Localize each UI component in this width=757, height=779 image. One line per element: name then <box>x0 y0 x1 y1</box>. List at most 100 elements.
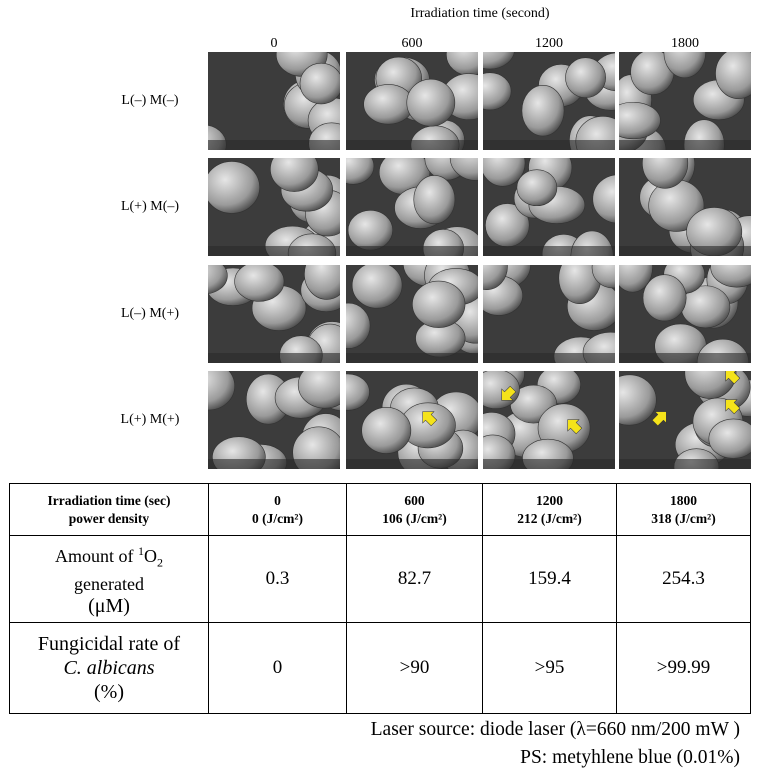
cell <box>565 57 606 98</box>
cell <box>351 265 403 309</box>
scale-bar-strip <box>619 353 751 363</box>
sem-image <box>619 265 751 363</box>
arrow <box>725 399 741 415</box>
arrow <box>567 419 583 435</box>
cell <box>292 426 340 469</box>
header-line: 0 <box>274 492 281 508</box>
header-line: 1800 <box>670 492 697 508</box>
value-cell: 159.4 <box>482 535 617 623</box>
scale-bar-strip <box>208 353 340 363</box>
row-label: L(+) M(+) <box>120 412 180 427</box>
cell <box>208 371 235 411</box>
label-species: C. albicans <box>63 657 155 679</box>
sem-image <box>483 52 615 150</box>
cell <box>412 280 466 328</box>
cell <box>619 101 661 140</box>
header-line: 0 (J/cm²) <box>252 510 303 526</box>
row-label: L(–) M(–) <box>121 93 179 108</box>
cell <box>346 158 375 185</box>
arrow <box>422 411 438 427</box>
table-row: Amount of 1O2 generated (μM) 0.3 82.7 15… <box>9 535 751 623</box>
column-label: 1800 <box>671 36 699 51</box>
scale-bar-strip <box>483 459 615 469</box>
label-text: Fungicidal rate of <box>37 633 181 655</box>
scale-bar-strip <box>346 459 478 469</box>
value-cell: >90 <box>346 622 483 714</box>
cell <box>619 374 657 426</box>
scale-bar-strip <box>208 140 340 150</box>
scale-bar-strip <box>619 459 751 469</box>
cell <box>361 407 412 454</box>
footnote: Laser source: diode laser (λ=660 nm/200 … <box>370 719 740 740</box>
sem-image <box>346 52 478 150</box>
cell <box>297 371 340 409</box>
results-table: Irradiation time (sec) power density 0 0 (… <box>9 483 751 714</box>
header-line: power density <box>68 510 150 526</box>
header-line: 1200 <box>536 492 563 508</box>
arrow-shape <box>501 385 517 401</box>
value-cell: 82.7 <box>346 535 483 623</box>
cell <box>299 62 340 105</box>
cell <box>592 174 615 224</box>
row-label-cell: Amount of 1O2 generated (μM) <box>9 535 209 623</box>
scale-bar-strip <box>483 140 615 150</box>
sem-image <box>619 158 751 256</box>
row-label: L(–) M(+) <box>120 306 180 321</box>
label-text: O <box>144 546 157 567</box>
cell <box>270 158 319 192</box>
header-cell: 1800 318 (J/cm²) <box>616 483 751 536</box>
cell <box>346 373 370 411</box>
column-label: 600 <box>401 36 423 51</box>
table-header-row: Irradiation time (sec) power density 0 0 (… <box>9 483 751 536</box>
cell <box>449 158 478 181</box>
scale-bar-strip <box>346 246 478 256</box>
sem-image <box>346 371 478 469</box>
cell <box>715 52 751 99</box>
scale-bar-strip <box>619 140 751 150</box>
sem-image <box>208 371 340 469</box>
value-cell: 0 <box>208 622 347 714</box>
cell <box>686 207 743 256</box>
cell <box>483 72 512 111</box>
cell <box>208 161 260 214</box>
cell <box>516 169 558 207</box>
label-subscript: 2 <box>157 555 163 570</box>
column-label: 0 <box>270 36 278 51</box>
header-line: 212 (J/cm²) <box>517 510 582 526</box>
sem-image <box>208 52 340 150</box>
header-cell: 1200 212 (J/cm²) <box>482 483 617 536</box>
label-text: Amount of <box>55 546 138 567</box>
cell <box>708 418 751 459</box>
sem-image <box>208 265 340 363</box>
value-cell: 0.3 <box>208 535 347 623</box>
value-cell: 254.3 <box>616 535 751 623</box>
scale-bar-strip <box>619 246 751 256</box>
sem-image <box>483 265 615 363</box>
arrow-shape <box>725 399 741 415</box>
sem-image <box>346 265 478 363</box>
header-line: 600 <box>404 492 425 508</box>
label-text: (μM) <box>88 594 130 617</box>
cell <box>208 265 228 294</box>
scale-bar-strip <box>346 353 478 363</box>
figure-title: Irradiation time (second) <box>410 6 550 21</box>
cell <box>642 158 689 189</box>
label-superscript: 1 <box>138 544 144 559</box>
cell <box>347 209 394 251</box>
column-label: 1200 <box>535 36 563 51</box>
cell <box>304 265 340 300</box>
cell <box>710 265 751 288</box>
sem-image <box>619 371 751 469</box>
cell <box>483 52 515 70</box>
cell <box>346 302 371 349</box>
cell <box>483 158 526 187</box>
scale-bar-strip <box>208 459 340 469</box>
cell <box>413 175 456 225</box>
sem-image <box>483 158 615 256</box>
header-cell: 0 0 (J/cm²) <box>208 483 347 536</box>
arrow-shape <box>651 411 667 427</box>
cell <box>591 265 615 289</box>
table-row: Fungicidal rate of C. albicans (%) 0 >90… <box>9 622 751 714</box>
cell <box>663 52 706 79</box>
scale-bar-strip <box>483 353 615 363</box>
